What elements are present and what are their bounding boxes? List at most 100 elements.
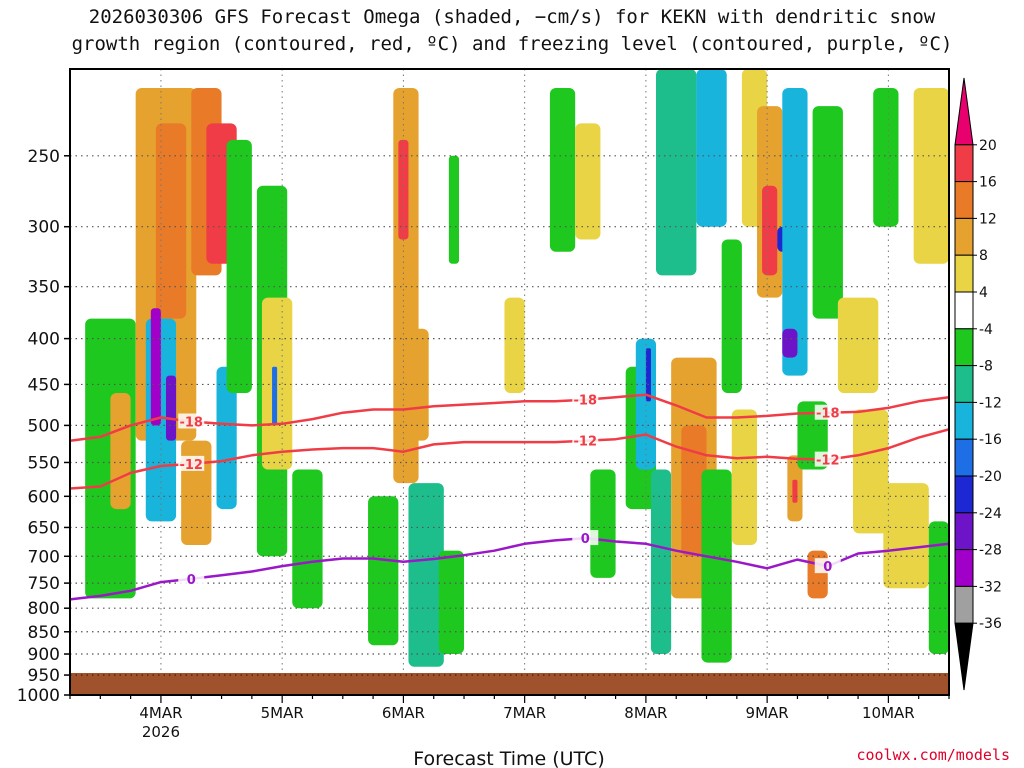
y-axis: 2503003504004505005506006507007508008509… <box>17 147 70 706</box>
omega-cell <box>645 348 651 402</box>
omega-cell <box>504 297 525 393</box>
omega-cell <box>292 469 323 609</box>
y-tick-label: 350 <box>28 278 60 298</box>
colorbar-label: -28 <box>979 543 1002 559</box>
y-tick-label: 550 <box>28 453 60 473</box>
colorbar-swatch <box>954 181 974 219</box>
contour-label: -18 <box>574 394 598 409</box>
colorbar-label: -4 <box>979 322 993 338</box>
colorbar-swatch <box>954 365 974 403</box>
credit-link[interactable]: coolwx.com/models <box>856 746 1010 764</box>
contour-label-bg <box>814 558 841 574</box>
contour-line <box>70 393 949 442</box>
y-tick-label: 800 <box>28 599 60 619</box>
omega-cell <box>928 521 949 655</box>
y-tick-label: 600 <box>28 487 60 507</box>
colorbar-label: -16 <box>979 432 1002 448</box>
y-tick-label: 400 <box>28 330 60 350</box>
omega-cell <box>165 375 177 441</box>
omega-cell <box>216 366 237 510</box>
contour-label-bg <box>814 404 841 420</box>
colorbar-swatch <box>954 291 974 330</box>
contour-label-bg <box>178 455 205 471</box>
colorbar-swatch <box>954 254 974 293</box>
contour-label: -12 <box>574 435 598 450</box>
colorbar-swatch <box>954 438 974 477</box>
y-tick-label: 750 <box>28 574 60 594</box>
omega-cell <box>155 123 187 319</box>
omega-cell <box>403 328 429 441</box>
colorbar-label: 20 <box>979 138 997 154</box>
colorbar-swatch <box>954 622 974 691</box>
chart-title-line-1: 2026030306 GFS Forecast Omega (shaded, −… <box>88 6 936 28</box>
plot-frame <box>69 68 950 696</box>
y-tick-label: 900 <box>28 645 60 665</box>
contour-label-bg <box>572 432 599 448</box>
omega-cell <box>812 106 843 319</box>
contour-label: 0 <box>581 532 590 547</box>
omega-cell <box>656 69 697 276</box>
omega-cell <box>721 239 742 393</box>
colorbar-label: -32 <box>979 579 1002 595</box>
omega-cell <box>408 483 444 667</box>
temperature-contours: -18 -18 -18 -12 -12 -12 0 0 0 <box>70 391 949 601</box>
x-tick-sublabel: 2026 <box>142 723 180 741</box>
y-tick-label: 250 <box>28 147 60 167</box>
omega-cell <box>853 409 889 534</box>
y-tick-label: 450 <box>28 375 60 395</box>
ground-region <box>70 672 949 695</box>
omega-cell <box>681 425 707 557</box>
omega-cell <box>792 479 798 503</box>
omega-cell <box>398 139 409 240</box>
colorbar-label: 12 <box>979 211 997 227</box>
colorbar-swatch <box>954 475 974 514</box>
contour-label-bg <box>178 570 205 586</box>
omega-cell <box>150 308 161 426</box>
x-tick-label: 8MAR <box>624 704 667 722</box>
colorbar-swatch <box>954 144 974 183</box>
omega-cell <box>650 469 672 655</box>
contour-label-bg <box>178 413 205 429</box>
colorbar-label: 16 <box>979 175 997 191</box>
colorbar-label: 8 <box>979 248 988 264</box>
contour-label: -18 <box>179 415 203 430</box>
contour-label-bg <box>572 391 599 407</box>
omega-cell <box>368 496 399 646</box>
colorbar-swatch <box>954 549 974 587</box>
omega-cell <box>272 366 278 426</box>
omega-cell <box>762 185 778 276</box>
omega-cell <box>883 483 929 589</box>
colorbar-label: -12 <box>979 395 1002 411</box>
colorbar-label: 4 <box>979 285 988 301</box>
x-tick-label: 9MAR <box>746 704 789 722</box>
x-tick-label: 10MAR <box>862 704 915 722</box>
contour-label: -18 <box>816 407 840 422</box>
omega-cell <box>438 550 465 655</box>
x-tick-label: 4MAR <box>139 704 182 722</box>
contour-label: -12 <box>816 454 840 469</box>
chart-title-line-2: growth region (contoured, red, ºC) and f… <box>71 33 953 55</box>
colorbar: 20 16 12 8 4 -4 -8 -12 -16 -20 -24 -28 -32 -36 <box>954 77 1002 691</box>
colorbar-swatch <box>954 328 974 367</box>
omega-shading <box>85 69 949 667</box>
omega-cell <box>549 87 576 252</box>
colorbar-label: -24 <box>979 506 1002 522</box>
omega-cell <box>448 155 459 264</box>
y-tick-label: 950 <box>28 666 60 686</box>
y-tick-label: 700 <box>28 547 60 567</box>
colorbar-label: -20 <box>979 469 1002 485</box>
omega-cell <box>590 469 616 578</box>
contour-label: -12 <box>179 458 203 473</box>
omega-cell <box>873 87 899 227</box>
contour-label-bg <box>814 451 841 467</box>
x-tick-label: 7MAR <box>503 704 546 722</box>
colorbar-swatch <box>954 585 974 624</box>
x-axis-title: Forecast Time (UTC) <box>413 748 604 768</box>
contour-label: 0 <box>187 573 196 588</box>
omega-cell <box>696 69 727 227</box>
colorbar-swatch <box>954 401 974 440</box>
omega-cell <box>913 87 949 264</box>
contour-line <box>70 428 949 490</box>
omega-cell <box>575 123 601 240</box>
